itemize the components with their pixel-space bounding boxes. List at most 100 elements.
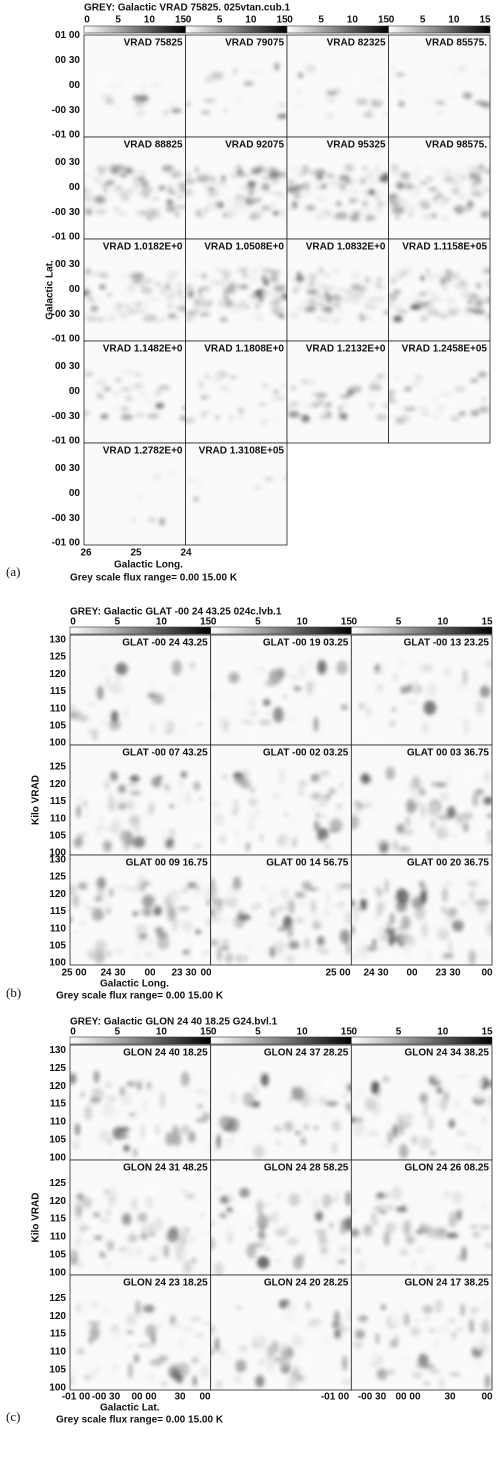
blob [360,898,368,911]
x-tick-label: 25 00 [325,968,350,979]
blob [154,1305,167,1315]
blob [484,169,490,174]
blob [422,1382,431,1385]
cell-label: VRAD 85575. [425,38,487,49]
blob [161,1382,168,1386]
colorbar [69,1036,211,1045]
blob [76,1262,84,1268]
blob [189,269,197,277]
blob [281,171,286,179]
blob [112,277,118,282]
blob [484,1242,493,1249]
blob [235,182,243,185]
blobs [388,371,490,424]
cell-frame [350,1274,493,1391]
blob [276,306,285,313]
blob [148,297,160,301]
blob [236,1306,241,1310]
blob [460,1303,465,1317]
emission-map [210,745,352,855]
blob [425,681,438,697]
blob [424,168,429,175]
blob [101,665,108,670]
blob [442,828,449,831]
y-tick-label: 110 [50,923,67,934]
blob [481,1319,490,1335]
blob [351,803,360,816]
blob [446,308,451,312]
blob [140,1124,146,1140]
blob [244,199,257,205]
blob [78,1088,83,1101]
blob [210,1148,219,1151]
blob [240,1372,245,1378]
blob [167,301,174,310]
blob [331,1141,338,1154]
blob [106,1095,118,1102]
blob [395,657,406,670]
blob [315,1354,320,1358]
blob [177,288,183,297]
cell-label: GLAT 00 14 56.75 [266,858,349,869]
blob [83,801,87,806]
blob [256,902,262,908]
blob [287,207,296,211]
blob [114,295,126,302]
blob [182,1260,193,1274]
cell-label: VRAD 82325 [327,38,386,49]
blob [222,314,226,318]
blob [399,1366,403,1369]
blob [462,1145,476,1150]
blob [439,1229,445,1233]
blob [391,707,397,712]
blob [285,1302,298,1316]
blob [185,188,194,197]
blob [323,286,335,291]
blobs [185,370,287,426]
blob [479,1225,491,1230]
blob [472,1231,481,1238]
x-tick-label: 00 00 [395,1392,420,1403]
blob [423,774,428,785]
emission-map [287,35,389,137]
blob [218,916,230,924]
blob [267,888,279,901]
blob [246,841,250,852]
cell-label: GLON 24 37 28.25 [264,1048,349,1059]
blobs [84,268,186,323]
blob [178,1126,190,1135]
blob [240,1199,249,1215]
blob [486,296,490,304]
blob [252,1083,259,1096]
blob [346,1306,350,1323]
blob [431,781,436,787]
blob [224,299,234,307]
blob [459,378,463,385]
blob [263,698,271,707]
blob [333,216,339,219]
blob [366,171,374,179]
blob [319,1109,331,1121]
blob [314,1229,327,1236]
blob [346,1082,352,1093]
blob [105,1189,109,1194]
blob [127,309,141,314]
blob [193,189,198,193]
blob [93,1212,101,1217]
cell-label: GLAT 00 03 36.75 [407,748,490,759]
blob [171,1133,182,1147]
blob [313,919,318,923]
blob [393,374,404,377]
blob [243,1139,250,1149]
blob [70,1252,76,1261]
blob [166,198,171,204]
blob [230,308,238,312]
blob [110,710,119,723]
cell-label: GLAT 00 09 16.75 [126,858,209,869]
blob [142,314,156,323]
blob [74,1234,82,1249]
blob [349,214,359,222]
blob [182,1190,186,1193]
blob [96,166,107,173]
blob [397,181,405,190]
